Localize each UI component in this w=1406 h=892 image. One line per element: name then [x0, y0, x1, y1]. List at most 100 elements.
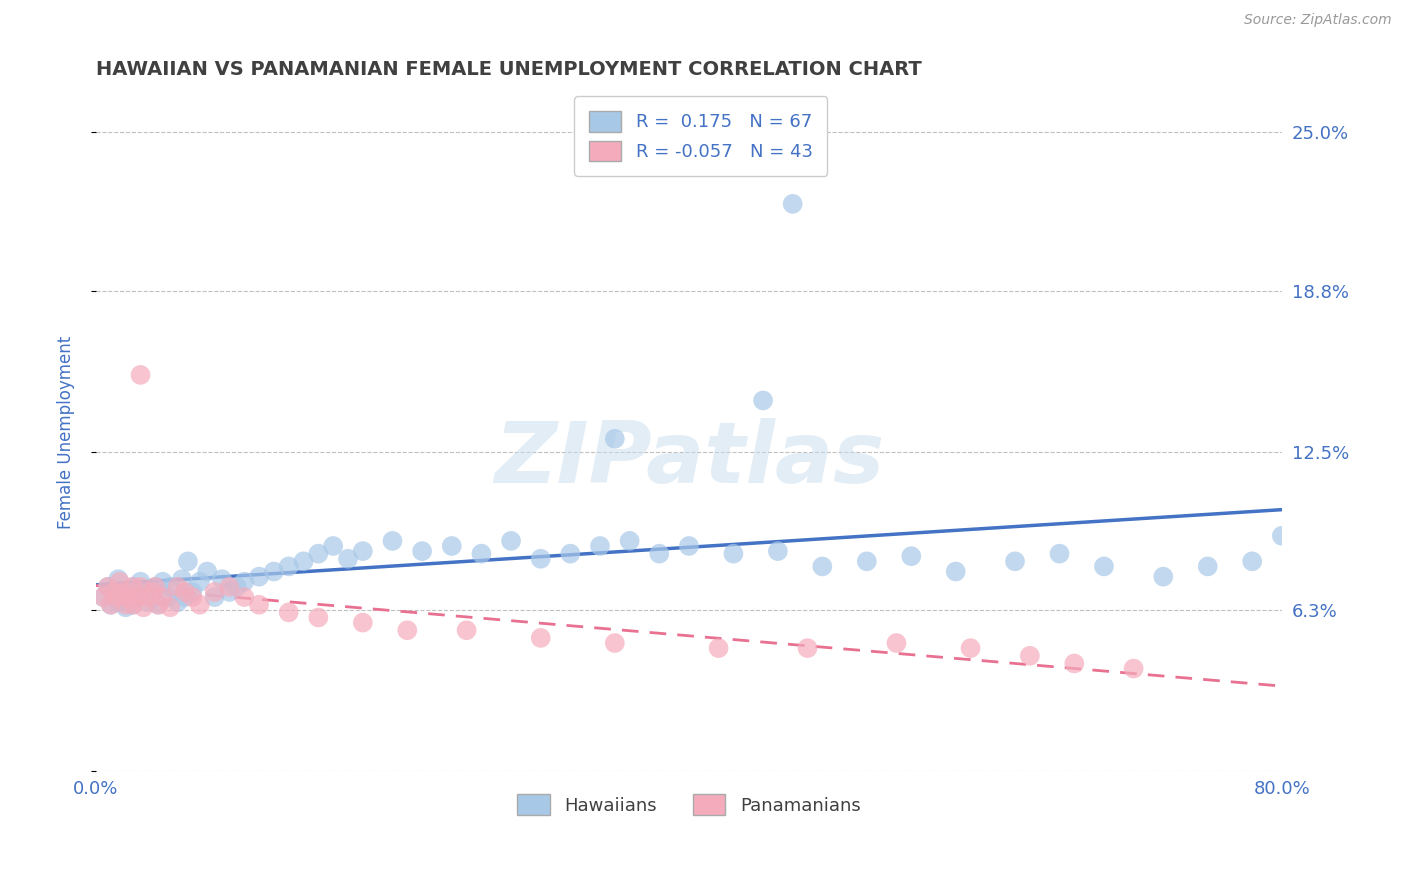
Point — [127, 590, 149, 604]
Point — [307, 610, 329, 624]
Point — [411, 544, 433, 558]
Point — [170, 572, 193, 586]
Point — [1197, 559, 1219, 574]
Point — [811, 559, 834, 574]
Point — [111, 585, 134, 599]
Point — [143, 580, 166, 594]
Point — [117, 590, 139, 604]
Point — [103, 585, 125, 599]
Point — [782, 197, 804, 211]
Point — [723, 547, 745, 561]
Point — [225, 580, 247, 594]
Point — [900, 549, 922, 564]
Point — [181, 585, 204, 599]
Point — [766, 544, 789, 558]
Point — [174, 585, 197, 599]
Point — [107, 572, 129, 586]
Point — [141, 590, 163, 604]
Point — [1092, 559, 1115, 574]
Point — [233, 574, 256, 589]
Point — [381, 533, 404, 548]
Point — [440, 539, 463, 553]
Point — [1122, 662, 1144, 676]
Point — [100, 598, 122, 612]
Point — [263, 565, 285, 579]
Point — [97, 580, 120, 594]
Point — [247, 569, 270, 583]
Point — [114, 598, 136, 612]
Point — [337, 551, 360, 566]
Point — [152, 590, 174, 604]
Point — [396, 624, 419, 638]
Point — [107, 595, 129, 609]
Point — [1018, 648, 1040, 663]
Point — [499, 533, 522, 548]
Point — [166, 580, 188, 594]
Point — [114, 600, 136, 615]
Point — [132, 585, 155, 599]
Point — [122, 598, 145, 612]
Point — [530, 551, 553, 566]
Point — [111, 590, 134, 604]
Point — [603, 432, 626, 446]
Point — [159, 600, 181, 615]
Point — [143, 580, 166, 594]
Point — [181, 590, 204, 604]
Text: ZIPatlas: ZIPatlas — [494, 418, 884, 501]
Point — [470, 547, 492, 561]
Point — [195, 565, 218, 579]
Point — [156, 590, 179, 604]
Point — [233, 590, 256, 604]
Point — [204, 585, 226, 599]
Point — [752, 393, 775, 408]
Point — [619, 533, 641, 548]
Point — [603, 636, 626, 650]
Point — [959, 641, 981, 656]
Point — [707, 641, 730, 656]
Point — [1271, 529, 1294, 543]
Point — [117, 585, 139, 599]
Point — [159, 580, 181, 594]
Text: Source: ZipAtlas.com: Source: ZipAtlas.com — [1244, 13, 1392, 28]
Point — [277, 606, 299, 620]
Point — [141, 585, 163, 599]
Point — [148, 598, 170, 612]
Point — [678, 539, 700, 553]
Point — [136, 595, 159, 609]
Point — [97, 580, 120, 594]
Point — [127, 590, 149, 604]
Point — [352, 544, 374, 558]
Point — [247, 598, 270, 612]
Point — [218, 580, 240, 594]
Point — [1063, 657, 1085, 671]
Point — [148, 598, 170, 612]
Point — [93, 590, 115, 604]
Point — [188, 574, 211, 589]
Point — [307, 547, 329, 561]
Point — [277, 559, 299, 574]
Point — [648, 547, 671, 561]
Point — [292, 554, 315, 568]
Point — [122, 598, 145, 612]
Point — [103, 585, 125, 599]
Point — [100, 598, 122, 612]
Point — [129, 580, 152, 594]
Y-axis label: Female Unemployment: Female Unemployment — [58, 335, 75, 529]
Point — [122, 580, 145, 594]
Point — [174, 590, 197, 604]
Point — [856, 554, 879, 568]
Text: HAWAIIAN VS PANAMANIAN FEMALE UNEMPLOYMENT CORRELATION CHART: HAWAIIAN VS PANAMANIAN FEMALE UNEMPLOYME… — [96, 60, 922, 78]
Point — [1049, 547, 1071, 561]
Point — [589, 539, 612, 553]
Point — [218, 585, 240, 599]
Point — [188, 598, 211, 612]
Point — [93, 590, 115, 604]
Point — [886, 636, 908, 650]
Legend: Hawaiians, Panamanians: Hawaiians, Panamanians — [510, 788, 868, 822]
Point — [211, 572, 233, 586]
Point — [456, 624, 478, 638]
Point — [1241, 554, 1264, 568]
Point — [352, 615, 374, 630]
Point — [108, 574, 131, 589]
Point — [1152, 569, 1174, 583]
